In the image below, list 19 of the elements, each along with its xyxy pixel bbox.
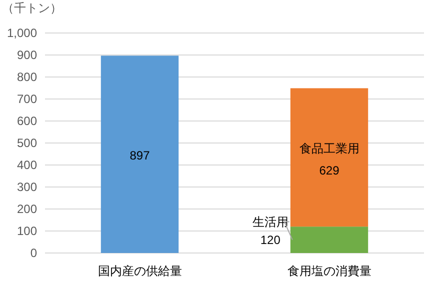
y-tick-label: 1,000 (6, 26, 38, 40)
y-tick-label: 700 (16, 92, 38, 106)
series-label: 食品工業用 (299, 141, 360, 156)
y-tick-label: 800 (16, 70, 38, 84)
y-tick-label: 300 (16, 180, 38, 194)
x-tick-label: 食用塩の消費量 (287, 264, 372, 278)
y-tick-label: 400 (16, 158, 38, 172)
y-tick-label: 100 (16, 224, 38, 238)
y-tick-label: 500 (16, 136, 38, 150)
y-tick-label: 0 (30, 246, 38, 260)
data-label: 629 (319, 163, 340, 178)
y-tick-label: 900 (16, 48, 38, 62)
x-tick-label: 国内産の供給量 (98, 264, 182, 278)
series-label: 生活用 (252, 214, 288, 229)
y-tick-label: 200 (16, 202, 38, 216)
y-tick-label: 600 (16, 114, 38, 128)
data-label: 120 (260, 232, 281, 247)
data-label: 897 (130, 148, 150, 162)
y-axis-title: （千トン） (2, 1, 62, 15)
